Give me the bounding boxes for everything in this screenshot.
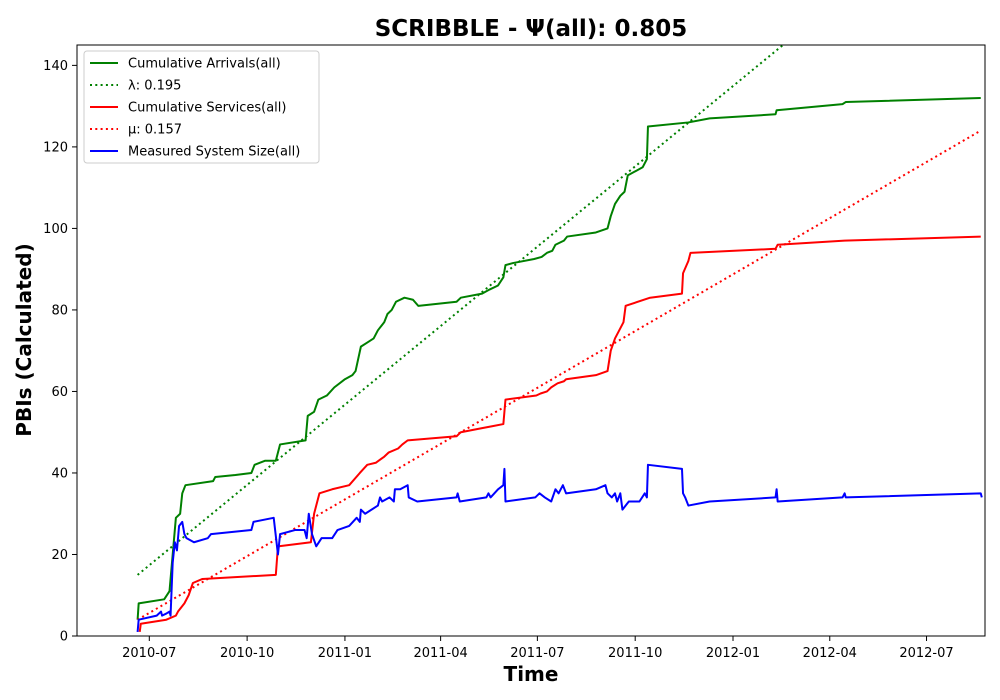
y-axis-label: PBIs (Calculated) [12,243,36,436]
series-line-4 [137,129,982,621]
y-tick-label: 80 [51,303,68,318]
series-line-5 [136,463,983,633]
series-line-2 [136,45,784,576]
x-tick-label: 2010-07 [122,646,176,661]
x-tick-label: 2012-04 [803,646,857,661]
series-line-3 [138,235,981,633]
series-group [136,45,983,633]
y-tick-label: 100 [43,222,68,237]
legend-label: λ: 0.195 [128,79,181,94]
chart-title: SCRIBBLE - Ψ(all): 0.805 [375,16,688,42]
y-tick-label: 40 [51,466,68,481]
x-tick-label: 2010-10 [220,646,274,661]
x-tick-label: 2011-07 [510,646,564,661]
x-axis-label: Time [504,662,559,686]
legend-label: Measured System Size(all) [128,145,300,160]
legend-box [83,50,320,164]
legend-label: μ: 0.157 [128,123,182,138]
y-tick-label: 140 [43,59,68,74]
series-line-1 [136,96,981,620]
y-tick-label: 120 [43,140,68,155]
x-tick-label: 2012-01 [706,646,760,661]
legend-label: Cumulative Arrivals(all) [128,57,281,72]
plot-area: 2010-07 2010-10 2011-01 2011-04 2011-07 2011-… [43,44,986,661]
y-tick-label: 0 [60,630,68,645]
x-tick-label: 2012-07 [899,646,953,661]
legend: Cumulative Arrivals(all) λ: 0.195 Cumulati… [83,50,320,164]
y-tick-label: 60 [51,385,68,400]
x-tick-label: 2011-01 [318,646,372,661]
legend-label: Cumulative Services(all) [128,101,286,116]
x-tick-label: 2011-04 [413,646,467,661]
y-tick-label: 20 [51,548,68,563]
x-tick-label: 2011-10 [608,646,662,661]
axes-frame [76,44,986,637]
